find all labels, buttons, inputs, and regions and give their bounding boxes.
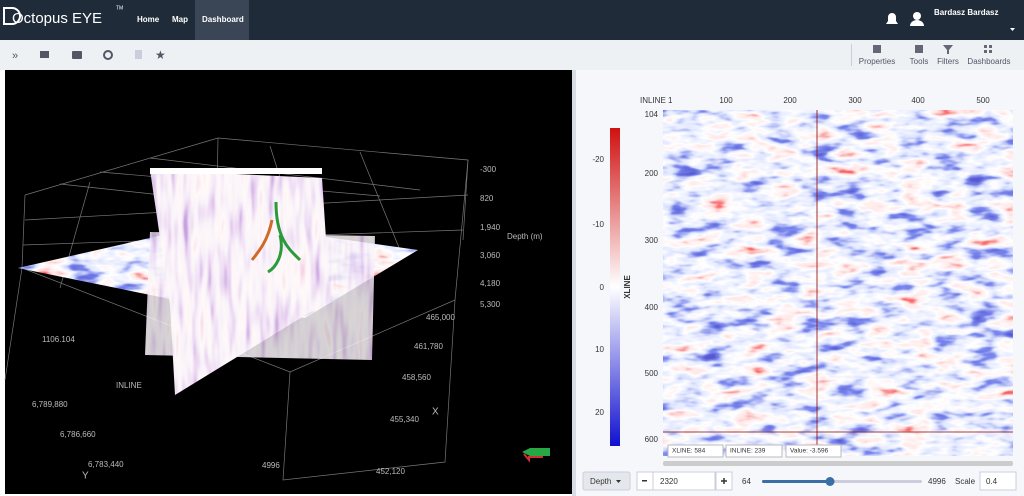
colorbar-label: XLINE	[623, 275, 632, 299]
depth-value: 2320	[660, 477, 678, 486]
active-tab	[195, 0, 249, 40]
readout-text: INLINE: 239	[730, 448, 766, 455]
slider-knob[interactable]	[825, 477, 835, 486]
depth-tick-label: -300	[480, 165, 497, 174]
axis-select-text: Depth	[590, 477, 611, 486]
y-tick-label: 6,789,880	[32, 400, 68, 409]
scale-label: Scale	[955, 477, 976, 486]
inline-label: INLINE 1	[640, 96, 673, 105]
logo-mark	[3, 7, 21, 25]
xline-tick-label: 104	[645, 110, 659, 119]
inline-tick-label: 300	[848, 96, 862, 105]
readout-box	[667, 444, 724, 458]
x-tick-label: 452,120	[376, 467, 405, 476]
readout-box	[725, 444, 783, 458]
depth-tick-label: 1,940	[480, 223, 501, 232]
user-caret	[1010, 28, 1015, 31]
delete-icon[interactable]	[135, 50, 142, 59]
readout-text: Value: -3.596	[790, 448, 829, 455]
colorbar-tick-label: 20	[595, 408, 604, 417]
snapshot-icon[interactable]	[72, 51, 82, 59]
depth-input[interactable]	[652, 471, 716, 491]
bell-icon[interactable]	[886, 13, 898, 24]
inline-tick-label: 400	[911, 96, 925, 105]
camera-icon[interactable]	[40, 51, 49, 58]
expand-icon[interactable]: »	[12, 50, 18, 62]
readout-text: XLINE: 584	[672, 448, 706, 455]
y-tick-label: 6,786,660	[60, 430, 96, 439]
minus-icon	[642, 480, 647, 482]
y-axis-label: Y	[82, 471, 89, 482]
scale-value: 0.4	[986, 477, 998, 486]
xline-tick-label: 300	[645, 236, 659, 245]
depth-tick-label: 3,060	[480, 251, 501, 260]
user-icon[interactable]	[913, 12, 921, 20]
splitter[interactable]	[572, 70, 576, 496]
well-path	[250, 219, 274, 261]
inline-tick-label: 200	[783, 96, 797, 105]
x-tick-label: 458,560	[402, 373, 431, 382]
inline-value: 1106.104	[42, 335, 75, 344]
y-tick-label: 6,783,440	[88, 460, 124, 469]
xline-tick-label: 600	[645, 435, 659, 444]
tools-button[interactable]: Tools	[910, 57, 929, 66]
axis-gizmo	[523, 453, 543, 463]
x-tick-label: 461,780	[414, 342, 443, 351]
inline-tick-label: 100	[719, 96, 733, 105]
seismic-section	[663, 110, 1013, 456]
well-path	[274, 201, 302, 262]
toolbar	[0, 40, 1024, 70]
nav-home[interactable]: Home	[137, 15, 160, 24]
colorbar-tick-label: -20	[592, 155, 604, 164]
axis-select[interactable]	[582, 471, 631, 491]
colorbar	[610, 128, 620, 446]
depth-tick-label: 820	[480, 194, 494, 203]
x-tick-label: 455,340	[390, 415, 419, 424]
dashboards-button[interactable]: Dashboards	[967, 57, 1010, 66]
logo: Octopus EYE	[12, 10, 102, 27]
scale-input[interactable]	[979, 471, 1017, 491]
trademark: TM	[116, 5, 123, 11]
user-name[interactable]: Bardasz Bardasz	[934, 8, 998, 17]
bottom-value: 4996	[262, 461, 280, 470]
nav-map[interactable]: Map	[172, 15, 188, 24]
xline-tick-label: 400	[645, 303, 659, 312]
xline-tick-label: 200	[645, 169, 659, 178]
plus-icon	[721, 478, 727, 484]
colorbar-tick-label: 0	[600, 283, 605, 292]
inline-tick-label: 500	[976, 96, 990, 105]
toolbar-icons	[873, 45, 992, 54]
depth-tick-label: 5,300	[480, 300, 501, 309]
filters-button[interactable]: Filters	[937, 57, 959, 66]
step-value: 64	[742, 477, 751, 486]
depth-tick-label: 4,180	[480, 279, 501, 288]
nav-dashboard[interactable]: Dashboard	[202, 15, 244, 24]
user-icon-body	[910, 20, 924, 26]
inline-axis-label: INLINE	[116, 381, 142, 390]
readout-box	[785, 444, 842, 458]
top-bar	[0, 0, 1024, 40]
move-icon[interactable]	[103, 50, 113, 60]
colorbar-tick-label: 10	[595, 345, 604, 354]
toolbar-divider	[851, 44, 852, 66]
colorbar-tick-label: -10	[592, 220, 604, 229]
axis-gizmo	[522, 448, 550, 456]
x-axis-label: X	[432, 407, 439, 418]
max-value: 4996	[928, 477, 946, 486]
xline-slice	[145, 232, 375, 360]
xline-tick-label: 500	[645, 369, 659, 378]
h-scrollbar[interactable]	[663, 461, 1013, 466]
depth-axis-label: Depth (m)	[507, 232, 543, 241]
x-tick-label: 465,000	[426, 313, 455, 322]
favorite-icon[interactable]: ★	[155, 48, 166, 62]
axis-caret	[616, 480, 621, 483]
properties-button[interactable]: Properties	[859, 57, 895, 66]
well-path	[267, 234, 283, 274]
slider-fill	[762, 480, 830, 483]
slice-edge	[150, 168, 322, 174]
